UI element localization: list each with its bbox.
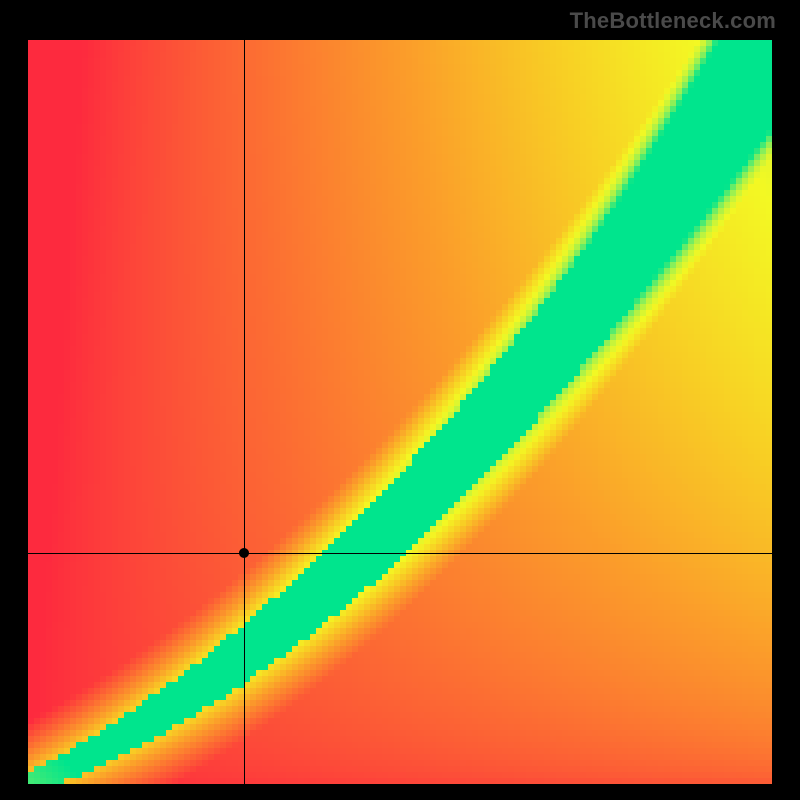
crosshair-vertical	[244, 40, 245, 784]
heatmap-canvas	[28, 40, 772, 784]
watermark-text: TheBottleneck.com	[570, 8, 776, 34]
crosshair-marker	[239, 548, 249, 558]
crosshair-horizontal	[28, 553, 772, 554]
frame: TheBottleneck.com	[0, 0, 800, 800]
plot-area	[28, 40, 772, 784]
